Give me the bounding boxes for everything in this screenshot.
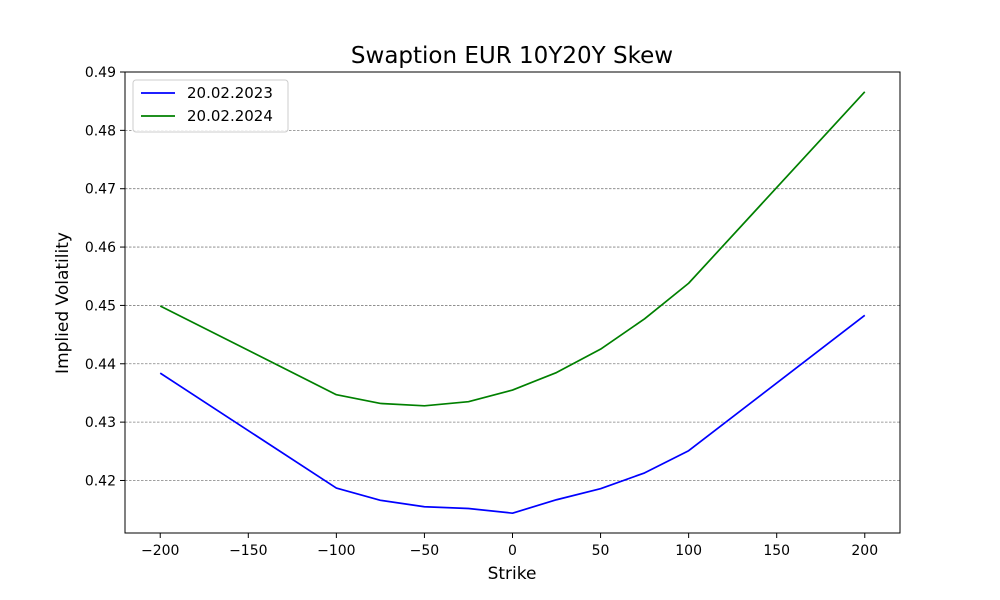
x-tick-label: −200 xyxy=(141,543,179,559)
y-tick-label: 0.49 xyxy=(85,65,116,81)
series-lines xyxy=(159,91,866,515)
x-tick-label: −50 xyxy=(410,543,440,559)
x-tick-label: 100 xyxy=(675,543,702,559)
x-tick-label: 200 xyxy=(851,543,878,559)
y-tick-label: 0.43 xyxy=(85,415,116,431)
x-tick-label: −100 xyxy=(317,543,355,559)
x-tick-label: −150 xyxy=(229,543,267,559)
legend-label-series-2: 20.02.2024 xyxy=(187,107,273,125)
x-tick-label: 50 xyxy=(592,543,610,559)
y-tick-label: 0.46 xyxy=(85,240,116,256)
y-tick-label: 0.45 xyxy=(85,298,116,314)
x-axis-ticks: −200 −150 −100 −50 0 50 100 150 200 xyxy=(141,533,878,559)
x-axis-title: Strike xyxy=(488,564,537,584)
legend-label-series-1: 20.02.2023 xyxy=(187,84,273,102)
chart-title: Swaption EUR 10Y20Y Skew xyxy=(351,43,673,69)
x-tick-label: 0 xyxy=(508,543,517,559)
x-tick-label: 150 xyxy=(763,543,790,559)
y-tick-label: 0.44 xyxy=(85,357,116,373)
plot-frame xyxy=(124,71,901,534)
y-tick-label: 0.42 xyxy=(85,473,116,489)
y-tick-label: 0.47 xyxy=(85,182,116,198)
y-axis-title: Implied Volatility xyxy=(53,232,73,374)
grid-lines xyxy=(125,71,900,481)
y-axis-ticks: 0.42 0.43 0.44 0.45 0.46 0.47 0.48 0.49 xyxy=(85,65,125,489)
series-line-1 xyxy=(159,314,866,515)
series-line-2 xyxy=(159,91,866,407)
legend: 20.02.2023 20.02.2024 xyxy=(132,79,289,133)
y-tick-label: 0.48 xyxy=(85,123,116,139)
